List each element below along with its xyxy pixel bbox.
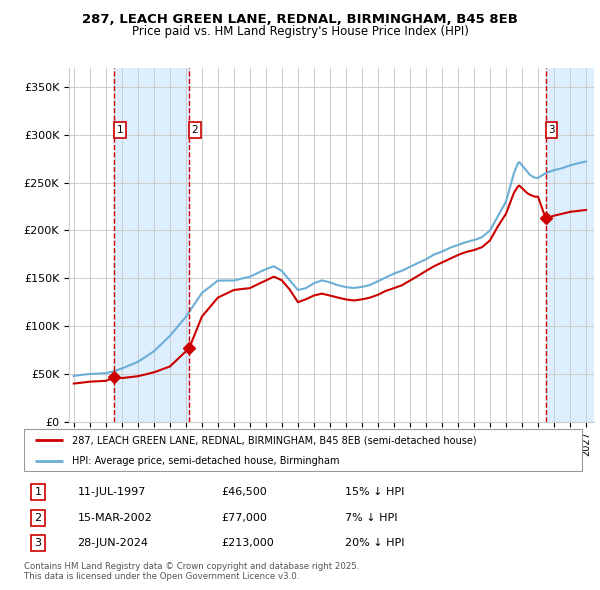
- Text: 15-MAR-2002: 15-MAR-2002: [77, 513, 152, 523]
- Text: 2: 2: [191, 125, 198, 135]
- Text: 11-JUL-1997: 11-JUL-1997: [77, 487, 146, 497]
- Bar: [114, 68, 189, 422]
- Text: 1: 1: [116, 125, 123, 135]
- Text: £213,000: £213,000: [221, 538, 274, 548]
- Text: HPI: Average price, semi-detached house, Birmingham: HPI: Average price, semi-detached house,…: [72, 456, 340, 466]
- Text: 287, LEACH GREEN LANE, REDNAL, BIRMINGHAM, B45 8EB: 287, LEACH GREEN LANE, REDNAL, BIRMINGHA…: [82, 13, 518, 26]
- Text: 287, LEACH GREEN LANE, REDNAL, BIRMINGHAM, B45 8EB (semi-detached house): 287, LEACH GREEN LANE, REDNAL, BIRMINGHA…: [72, 435, 476, 445]
- Text: Price paid vs. HM Land Registry's House Price Index (HPI): Price paid vs. HM Land Registry's House …: [131, 25, 469, 38]
- Text: 15% ↓ HPI: 15% ↓ HPI: [346, 487, 405, 497]
- Text: 7% ↓ HPI: 7% ↓ HPI: [346, 513, 398, 523]
- Text: 1: 1: [35, 487, 41, 497]
- Text: £46,500: £46,500: [221, 487, 267, 497]
- Text: 3: 3: [35, 538, 41, 548]
- FancyBboxPatch shape: [24, 428, 583, 471]
- Bar: [546, 68, 594, 422]
- Text: 2: 2: [35, 513, 41, 523]
- Text: £77,000: £77,000: [221, 513, 267, 523]
- Text: 28-JUN-2024: 28-JUN-2024: [77, 538, 149, 548]
- Text: 20% ↓ HPI: 20% ↓ HPI: [346, 538, 405, 548]
- Text: 3: 3: [548, 125, 555, 135]
- Text: Contains HM Land Registry data © Crown copyright and database right 2025.
This d: Contains HM Land Registry data © Crown c…: [24, 562, 359, 581]
